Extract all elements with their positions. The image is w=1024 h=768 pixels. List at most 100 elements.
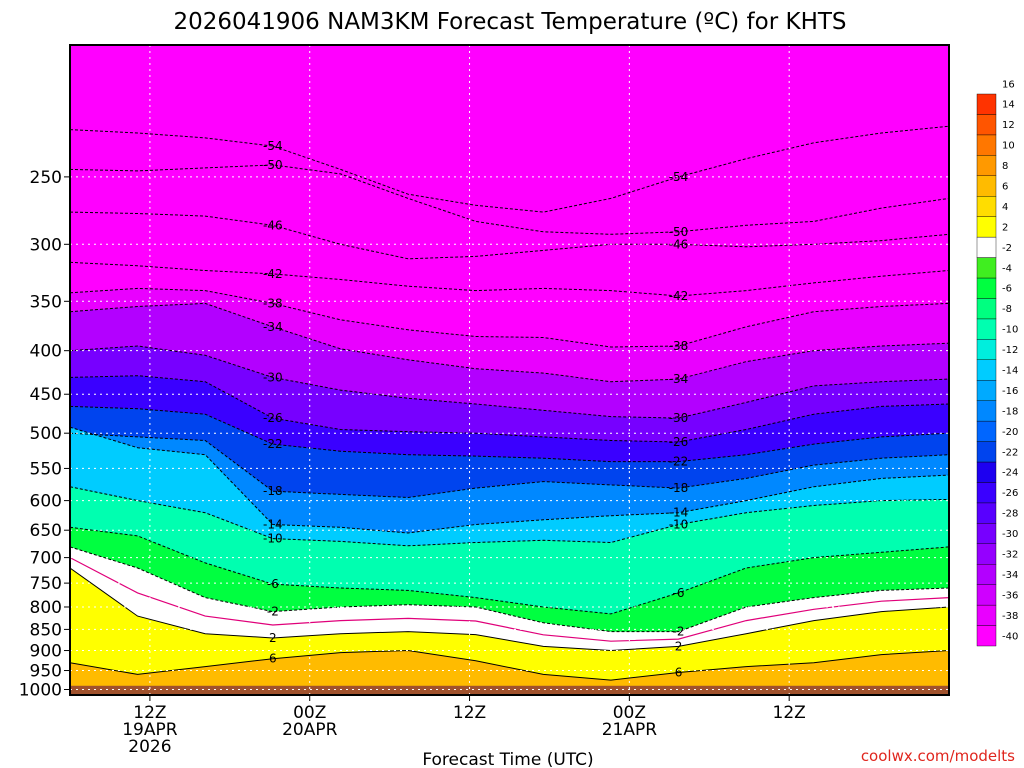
isotherm-label: -42 bbox=[263, 267, 283, 281]
isotherm-label: -10 bbox=[263, 532, 283, 546]
x-tick-label: 19APR bbox=[122, 720, 178, 740]
isotherm-label: -26 bbox=[669, 435, 689, 449]
x-tick-label: 12Z bbox=[773, 703, 806, 723]
colorbar-swatch bbox=[976, 175, 997, 197]
colorbar-swatch bbox=[976, 196, 997, 217]
y-tick-label: 450 bbox=[30, 385, 62, 405]
colorbar-label: 12 bbox=[1002, 120, 1015, 131]
isotherm-line bbox=[70, 302, 949, 383]
isotherm-label: -54 bbox=[263, 139, 283, 153]
isotherm-label: -6 bbox=[267, 577, 279, 591]
isotherm-label: -38 bbox=[669, 339, 689, 353]
y-tick-label: 850 bbox=[30, 620, 62, 640]
colorbar-swatch bbox=[976, 461, 997, 483]
colorbar-swatch bbox=[976, 604, 997, 626]
colorbar-swatch bbox=[976, 584, 997, 606]
colorbar-label: -38 bbox=[1002, 611, 1018, 622]
isotherm-label: -26 bbox=[263, 411, 283, 425]
colorbar-swatch bbox=[976, 216, 997, 238]
chart-title: 2026041906 NAM3KM Forecast Temperature (… bbox=[173, 9, 846, 35]
colorbar-label: -8 bbox=[1002, 304, 1012, 315]
isotherm-label: -46 bbox=[669, 237, 689, 251]
isotherm-line bbox=[70, 649, 949, 681]
isotherm-label: -34 bbox=[263, 320, 283, 334]
y-tick-label: 750 bbox=[30, 574, 62, 594]
isotherm-line bbox=[70, 261, 949, 297]
x-tick-label: 00Z bbox=[293, 703, 326, 723]
isotherm-label: -30 bbox=[669, 411, 689, 425]
isotherm-label: -38 bbox=[263, 296, 283, 310]
colorbar-swatch bbox=[976, 134, 997, 156]
y-tick-label: 350 bbox=[30, 292, 62, 312]
isotherm-line bbox=[70, 125, 949, 213]
isotherm-label: 6 bbox=[675, 665, 683, 679]
isotherm-label: -50 bbox=[669, 225, 689, 239]
isotherm-line bbox=[70, 164, 949, 235]
colorbar-swatch bbox=[976, 441, 997, 463]
isotherm-label: -42 bbox=[669, 289, 689, 303]
colorbar-label: 10 bbox=[1002, 141, 1015, 152]
isotherm-labels: -54-54-50-50-46-46-42-42-38-38-34-34-30-… bbox=[263, 139, 688, 679]
y-tick-label: 1000 bbox=[19, 680, 62, 700]
colorbar-label: -2 bbox=[1002, 243, 1012, 254]
colorbar-label: -10 bbox=[1002, 325, 1018, 336]
isotherm-label: -30 bbox=[263, 370, 283, 384]
colorbar-swatch bbox=[976, 420, 997, 442]
colorbar-swatch bbox=[976, 236, 997, 258]
isotherm-line bbox=[70, 405, 949, 463]
isotherm-label: -22 bbox=[669, 455, 689, 469]
temperature-fills bbox=[70, 45, 949, 695]
ground-band bbox=[70, 685, 949, 695]
isotherm-label: -14 bbox=[263, 517, 283, 531]
isotherm-label: -14 bbox=[669, 506, 689, 520]
x-tick-label: 00Z bbox=[613, 703, 646, 723]
colorbar-label: -34 bbox=[1002, 570, 1018, 581]
isotherm-line bbox=[70, 546, 949, 633]
colorbar-label: -28 bbox=[1002, 509, 1018, 520]
y-tick-label: 800 bbox=[30, 598, 62, 618]
y-tick-label: 600 bbox=[30, 492, 62, 512]
y-tick-label: 550 bbox=[30, 459, 62, 479]
x-tick-label: 12Z bbox=[453, 703, 486, 723]
isotherm-line bbox=[70, 345, 949, 419]
colorbar-swatch bbox=[976, 298, 997, 320]
isotherm-line bbox=[70, 486, 949, 547]
isotherm-line bbox=[70, 211, 949, 260]
isotherm-label: -18 bbox=[669, 481, 689, 495]
isotherm-line bbox=[70, 375, 949, 443]
isotherm-label: -34 bbox=[669, 372, 689, 386]
colorbar-swatch bbox=[976, 155, 997, 176]
colorbar-swatch bbox=[976, 502, 997, 524]
isotherm-label: -2 bbox=[267, 605, 279, 619]
isotherm-label: -22 bbox=[263, 437, 283, 451]
colorbar-label: -24 bbox=[1002, 468, 1018, 479]
isotherm-lines bbox=[70, 125, 949, 681]
y-tick-label: 950 bbox=[30, 662, 62, 682]
isotherm-label: -18 bbox=[263, 484, 283, 498]
colorbar-swatch bbox=[976, 93, 997, 115]
isotherm-label: -10 bbox=[669, 517, 689, 531]
colorbar-swatch bbox=[976, 400, 997, 422]
y-tick-label: 300 bbox=[30, 235, 62, 255]
colorbar-swatch bbox=[976, 543, 997, 565]
colorbar: -40-38-36-34-32-30-28-26-24-22-20-18-16-… bbox=[976, 79, 1018, 647]
x-tick-label: 2026 bbox=[128, 737, 171, 757]
colorbar-label: -16 bbox=[1002, 386, 1018, 397]
colorbar-label: -12 bbox=[1002, 345, 1018, 356]
colorbar-swatch bbox=[976, 114, 997, 136]
x-axis-label: Forecast Time (UTC) bbox=[422, 750, 593, 768]
y-tick-label: 900 bbox=[30, 642, 62, 662]
colorbar-label: 4 bbox=[1002, 202, 1008, 213]
x-tick-label: 21APR bbox=[602, 720, 658, 740]
colorbar-swatch bbox=[976, 564, 997, 585]
colorbar-label: -18 bbox=[1002, 406, 1018, 417]
colorbar-swatch bbox=[976, 523, 997, 544]
colorbar-label: 8 bbox=[1002, 161, 1008, 172]
colorbar-label: -40 bbox=[1002, 631, 1018, 642]
isotherm-label: -50 bbox=[263, 158, 283, 172]
colorbar-label: -32 bbox=[1002, 550, 1018, 561]
colorbar-label: -36 bbox=[1002, 590, 1018, 601]
isotherm-label: -54 bbox=[669, 170, 689, 184]
